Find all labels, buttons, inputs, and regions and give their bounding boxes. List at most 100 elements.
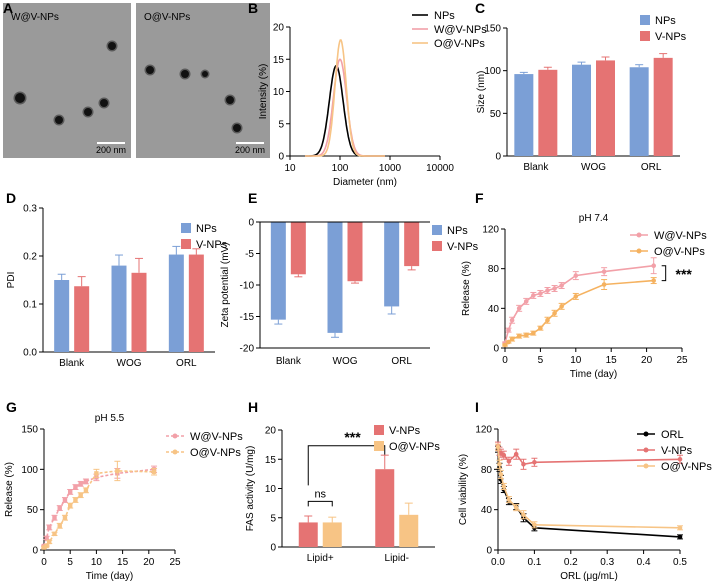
legend-marker [636, 232, 642, 238]
significance-label: ns [314, 488, 326, 500]
data-point [516, 306, 522, 311]
y-tick-label: 20 [273, 23, 285, 34]
data-point [573, 273, 579, 278]
data-point [78, 492, 83, 498]
x-axis-title: ORL (μg/mL) [560, 571, 618, 582]
x-tick-label: 0.4 [637, 557, 651, 568]
y-tick-label: 150 [21, 425, 38, 436]
data-point [73, 497, 78, 503]
x-tick-label: ORL [391, 356, 412, 367]
y-axis-title: Zeta potential (mV) [220, 242, 231, 327]
image-label: O@V-NPs [144, 12, 190, 23]
x-tick-label: Lipid+ [307, 553, 334, 564]
data-point [506, 339, 511, 345]
panel-b: 0 5 10 15 20 Intensity (%) 10 100 1000 10000 Diame… [258, 10, 487, 188]
x-tick-label: 10 [91, 557, 103, 568]
series-line-orl [497, 449, 681, 538]
legend-marker [172, 449, 178, 455]
data-point [57, 523, 62, 528]
y-tick-label: -20 [240, 344, 255, 355]
nanoparticle [146, 66, 154, 74]
data-point [573, 294, 579, 299]
legend-marker [643, 447, 649, 453]
legend-marker [636, 248, 642, 254]
nanoparticle [100, 99, 108, 107]
y-tick-label: 5 [278, 119, 284, 130]
data-point [78, 481, 83, 487]
data-point [73, 484, 78, 490]
y-tick-label: 15 [273, 55, 285, 66]
legend-label: W@V-NPs [654, 230, 707, 242]
data-point [57, 505, 62, 511]
data-point [94, 471, 99, 476]
legend-swatch [640, 15, 650, 25]
bar-nps [629, 67, 649, 156]
x-axis-title: Time (day) [570, 369, 617, 380]
data-point [52, 515, 57, 520]
y-tick-label: 0 [270, 543, 276, 554]
x-tick-label: 25 [676, 355, 688, 366]
legend-label: NPs [655, 15, 676, 27]
nanoparticle [15, 93, 25, 103]
legend-swatch [640, 31, 650, 41]
x-tick-label: WOG [333, 356, 358, 367]
data-point [497, 461, 502, 467]
x-tick-label: WOG [117, 358, 142, 369]
nanoparticle [84, 108, 92, 116]
y-axis-title: FAS activity (U/mg) [245, 446, 256, 532]
legend-swatch [432, 225, 442, 235]
data-point [531, 293, 536, 298]
nanoparticle [108, 42, 116, 50]
bar-v-nps [188, 254, 204, 352]
bar-nps [572, 64, 591, 156]
x-tick-label: Blank [276, 356, 302, 367]
legend-label: O@V-NPs [661, 461, 712, 473]
data-point [516, 333, 522, 339]
legend-label: W@V-NPs [190, 431, 243, 443]
data-point [68, 503, 73, 508]
data-point [513, 451, 519, 457]
y-tick-label: 120 [482, 225, 499, 236]
nanoparticle [202, 71, 208, 77]
y-axis-title: Release (%) [461, 261, 472, 316]
y-tick-label: 120 [475, 425, 492, 436]
nanoparticle [181, 70, 189, 78]
x-tick-label: 20 [143, 557, 155, 568]
x-tick-label: Blank [523, 162, 549, 173]
bar-v-nps [538, 69, 558, 156]
x-tick-label: 0.1 [527, 557, 541, 568]
bar-v-nps [298, 522, 318, 547]
y-tick-label: -5 [245, 249, 254, 260]
panel-c: 0 50 100 150 Size (nm) Blank WOG ORL NPs V-NPs [476, 15, 687, 173]
bar-v-nps [653, 57, 673, 156]
panel-i: 0 40 80 120 Cell viability (%) 0.0 0.1 0.2 0.3 0.… [458, 425, 712, 583]
y-tick-label: 80 [488, 264, 500, 275]
series-line-o@v-nps [305, 39, 385, 157]
data-point [506, 497, 512, 502]
y-tick-label: 0 [495, 152, 501, 163]
bar-v-nps [375, 469, 395, 547]
x-axis-title: Diameter (nm) [333, 177, 397, 188]
data-point [601, 269, 607, 274]
panel-letter: G [6, 399, 17, 415]
y-axis-title: Release (%) [4, 462, 15, 517]
x-tick-label: 10 [570, 355, 582, 366]
y-tick-label: 80 [481, 465, 493, 476]
data-point [52, 531, 57, 537]
bar-v-nps [404, 222, 420, 267]
data-point [651, 263, 656, 268]
x-tick-label: 0.5 [673, 557, 687, 568]
bar-nps [270, 222, 286, 320]
data-point [552, 286, 557, 291]
data-point [501, 452, 507, 458]
data-point [559, 304, 564, 309]
y-tick-label: 0.3 [23, 204, 37, 215]
data-point [538, 325, 543, 331]
data-point [521, 512, 526, 518]
bar-v-nps [596, 60, 615, 156]
legend-label: O@V-NPs [389, 441, 440, 453]
x-tick-label: 0.3 [600, 557, 614, 568]
data-point [83, 488, 89, 493]
y-axis-title: Size (nm) [476, 71, 487, 114]
